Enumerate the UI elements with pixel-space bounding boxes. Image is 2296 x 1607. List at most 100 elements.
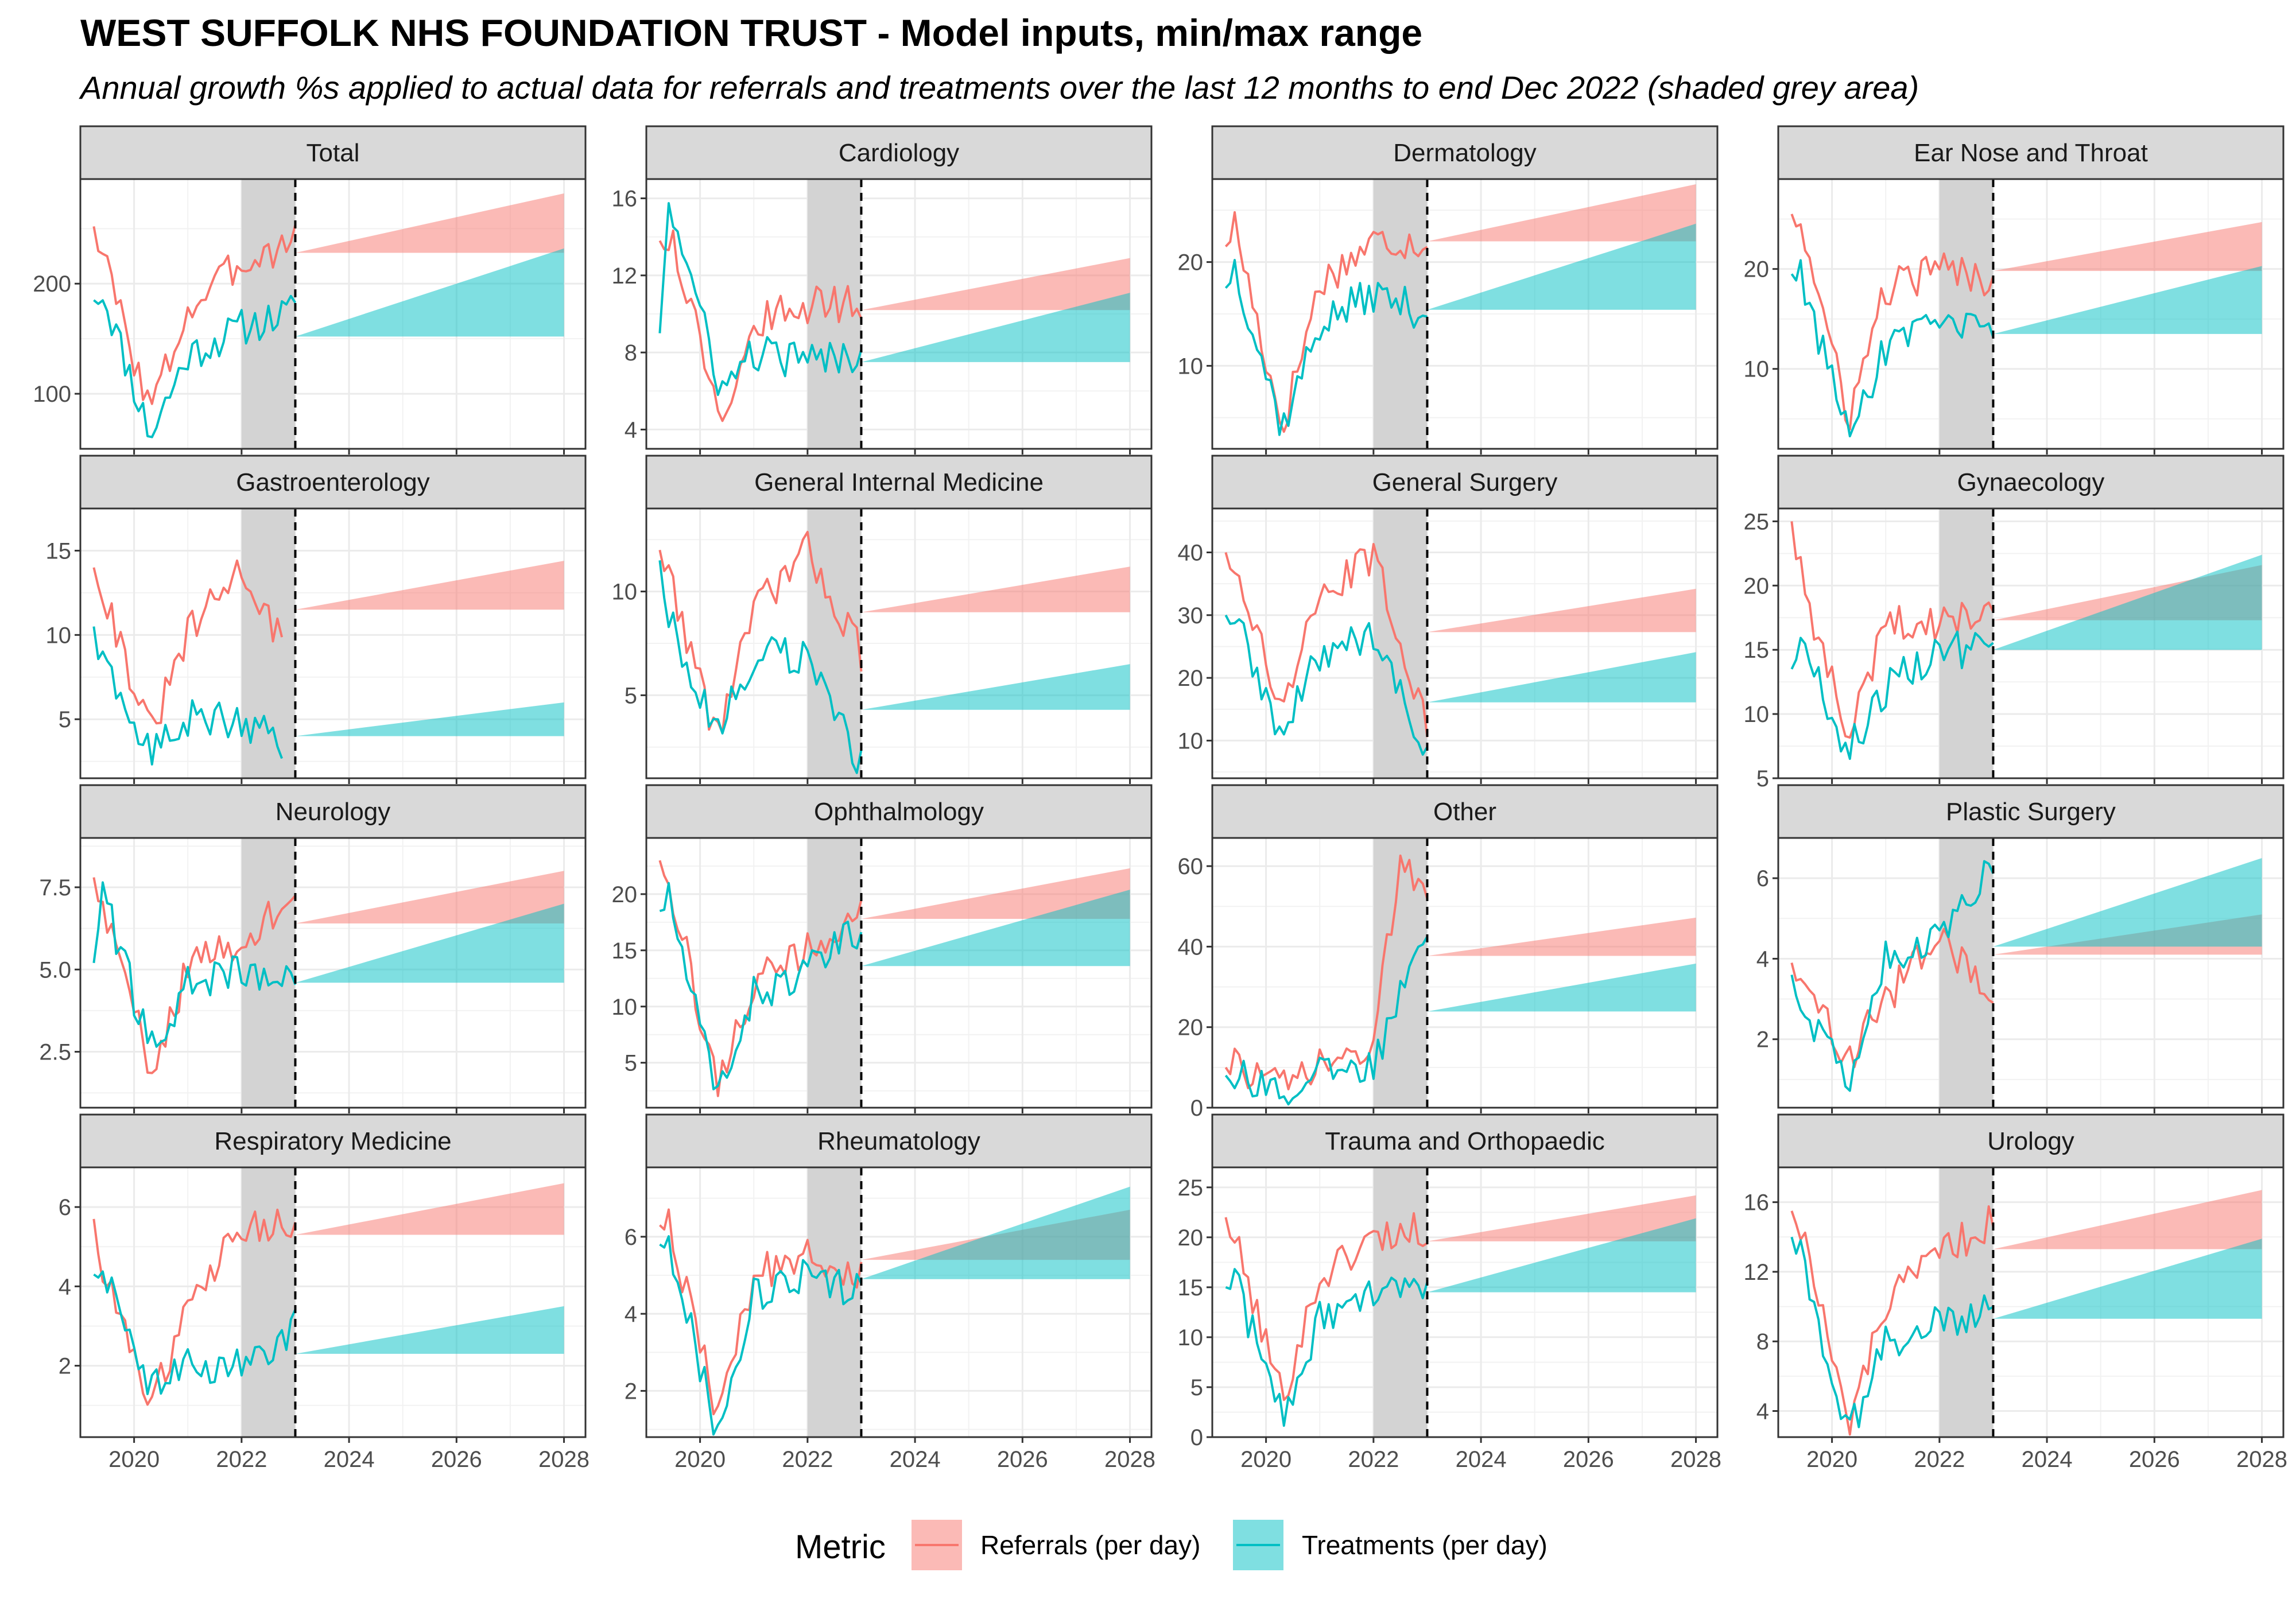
facet-urology: Urology 4 8 12 16 2020 2022 2024 2026 2028 [1744, 1113, 2287, 1472]
referrals-series-line [1790, 521, 1995, 739]
x-tick-label: 2022 [216, 1447, 267, 1472]
y-tick-label: 16 [612, 187, 638, 212]
treatments-series-line [93, 294, 297, 438]
facets-layer: Total100200Cardiology481216Dermatology10… [33, 125, 2287, 1472]
treatments-forecast-range [861, 664, 1130, 710]
facet-strip [1777, 784, 2285, 839]
x-tick-label: 2022 [1348, 1447, 1399, 1472]
y-tick-label: 2.5 [39, 1040, 71, 1065]
referrals-series-line [1224, 1212, 1428, 1402]
panel-content [1778, 1167, 2283, 1437]
panel-content [1212, 179, 1717, 449]
y-tick-label: 10 [612, 580, 638, 605]
y-tick-label: 5 [625, 1051, 637, 1076]
facet-strip-label: Trauma and Orthopaedic [1325, 1127, 1605, 1155]
treatments-forecast-range [295, 1306, 564, 1354]
facet-strip-label: General Internal Medicine [754, 468, 1044, 496]
treatments-forecast-range [861, 890, 1130, 966]
y-tick-label: 10 [1178, 728, 1204, 754]
x-tick-label: 2024 [1456, 1447, 1507, 1472]
facet-ophthalmology: Ophthalmology 5 10 15 20 [612, 784, 1153, 1113]
y-tick-label: 15 [612, 938, 638, 964]
legend: Metric Referrals (per day) Treatments (per… [795, 1520, 1548, 1570]
facet-other: Other 0 20 40 60 [1178, 784, 1719, 1121]
treatments-forecast-range [1427, 1218, 1696, 1292]
referrals-series-line [1790, 1205, 1995, 1436]
reference-period-shade [241, 838, 296, 1108]
referrals-series-line [1790, 927, 1994, 1069]
y-tick-label: 4 [1756, 1399, 1769, 1424]
y-tick-label: 20 [1744, 573, 1770, 599]
legend-title: Metric [795, 1528, 886, 1566]
facet-strip-label: Rheumatology [817, 1127, 980, 1155]
referrals-forecast-range [1427, 588, 1696, 632]
y-tick-label: 12 [1744, 1260, 1770, 1285]
panel-content [1778, 179, 2283, 449]
panel-border [1777, 507, 2285, 779]
y-tick-label: 10 [612, 995, 638, 1020]
reference-period-shade [1939, 838, 1994, 1108]
facet-strip [1211, 455, 1719, 510]
facet-strip [645, 125, 1153, 180]
treatments-series-line [1225, 1268, 1429, 1427]
y-tick-label: 2 [1756, 1027, 1769, 1053]
y-tick-label: 5.0 [39, 957, 71, 983]
y-tick-label: 12 [612, 263, 638, 289]
treatments-forecast-range [295, 248, 564, 337]
x-tick-label: 2024 [2022, 1447, 2073, 1472]
panel-content [646, 179, 1151, 449]
y-tick-label: 8 [625, 340, 637, 366]
referrals-series-line [1224, 211, 1428, 433]
y-tick-label: 0 [1190, 1096, 1203, 1121]
legend-label: Referrals (per day) [980, 1530, 1200, 1560]
treatments-series-line [658, 202, 863, 396]
referrals-forecast-range [861, 566, 1130, 612]
y-tick-label: 5 [59, 707, 71, 732]
treatments-series-line [1224, 614, 1429, 756]
referrals-forecast-range [295, 561, 564, 610]
y-tick-label: 100 [33, 382, 71, 407]
panel-content [1778, 509, 2283, 778]
facet-strip [79, 125, 587, 180]
y-tick-label: 5 [625, 683, 637, 708]
facet-strip-label: Ophthalmology [814, 798, 984, 826]
y-tick-label: 2 [59, 1354, 71, 1379]
treatments-series-line [1224, 936, 1429, 1106]
facet-gynaecology: Gynaecology 5 10 15 20 25 [1744, 455, 2285, 791]
facet-ear-nose-and-throat: Ear Nose and Throat 10 20 [1744, 125, 2285, 455]
treatments-forecast-range [1427, 223, 1696, 310]
y-tick-label: 40 [1178, 934, 1204, 960]
referrals-series-line [658, 229, 863, 422]
treatments-series-line [659, 1235, 863, 1436]
referrals-series-line [659, 1208, 863, 1415]
x-tick-label: 2028 [2236, 1447, 2287, 1472]
facet-strip-label: Dermatology [1393, 139, 1536, 167]
x-tick-label: 2028 [1670, 1447, 1721, 1472]
y-tick-label: 4 [625, 1302, 637, 1327]
x-tick-label: 2028 [538, 1447, 589, 1472]
x-tick-label: 2020 [674, 1447, 726, 1472]
y-tick-label: 4 [1756, 946, 1769, 972]
facet-trauma-and-orthopaedic: Trauma and Orthopaedic 0 5 10 15 20 25 2020 2022… [1178, 1113, 1721, 1472]
panel-content [1212, 1167, 1717, 1437]
facet-total: Total 100 200 [33, 125, 587, 455]
referrals-series-line [92, 1208, 297, 1406]
facet-cardiology: Cardiology 4 8 12 16 [612, 125, 1153, 455]
facet-strip [1211, 125, 1719, 180]
y-tick-label: 10 [46, 623, 72, 648]
panel-content [646, 509, 1151, 778]
reference-period-shade [807, 838, 862, 1108]
facet-strip [79, 1113, 587, 1169]
panel-content [1212, 509, 1717, 778]
facet-strip [1777, 125, 2285, 180]
y-tick-label: 25 [1178, 1175, 1204, 1201]
x-tick-label: 2026 [997, 1447, 1048, 1472]
y-tick-label: 5 [1756, 766, 1769, 791]
facet-strip-label: Urology [1987, 1127, 2074, 1155]
panel-content [80, 1167, 585, 1437]
panel-content [80, 509, 585, 778]
y-tick-label: 20 [1178, 666, 1204, 691]
treatments-series-line [92, 881, 297, 1048]
y-tick-label: 15 [1744, 638, 1770, 663]
